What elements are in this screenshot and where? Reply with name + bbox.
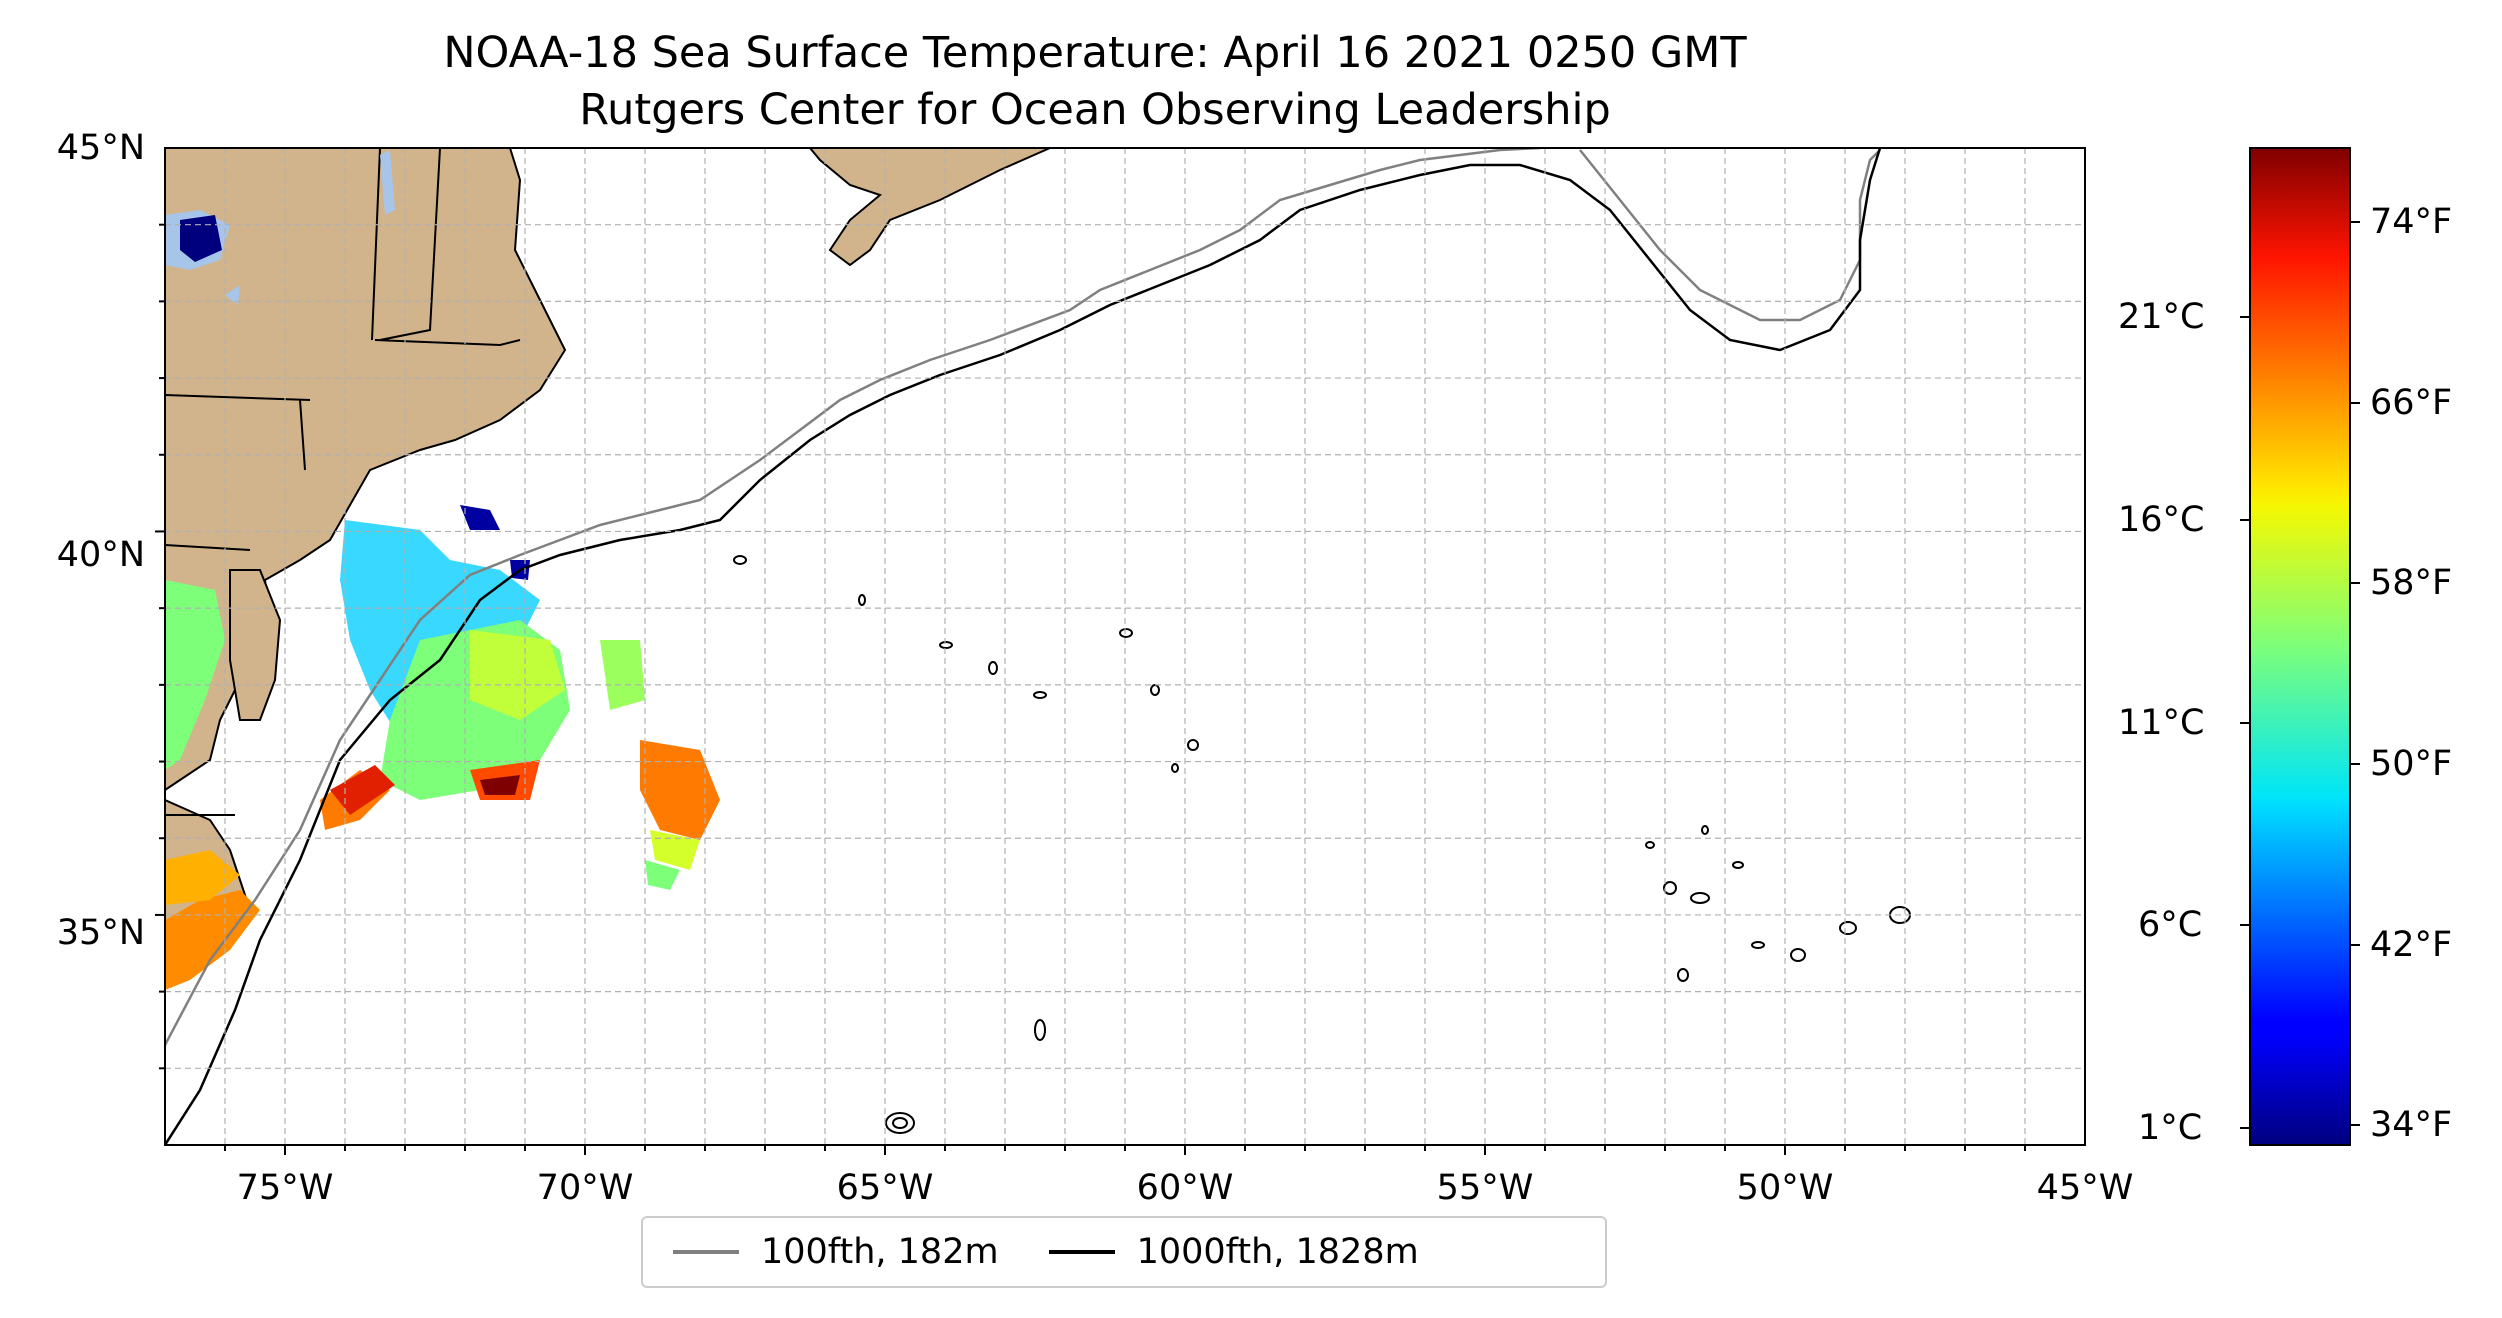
contour-100fth: [165, 148, 1881, 1046]
cb-fahrenheit-50: 50°F: [2370, 744, 2453, 784]
lon-label-70w: 70°W: [536, 1168, 634, 1208]
contour-1000fth: [165, 148, 1882, 1145]
legend-item-1000fth: 1000fth, 1828m: [1048, 1232, 1419, 1272]
colorbar-ticks: [2240, 221, 2360, 1129]
legend-swatch-100fth: [673, 1250, 739, 1254]
cb-fahrenheit-74: 74°F: [2370, 202, 2453, 242]
cb-fahrenheit-42: 42°F: [2370, 925, 2453, 965]
cb-fahrenheit-58: 58°F: [2370, 563, 2453, 603]
land-delmarva: [229, 569, 282, 721]
cb-celsius-21: 21°C: [2118, 297, 2205, 337]
cb-celsius-11: 11°C: [2118, 703, 2205, 743]
cb-fahrenheit-66: 66°F: [2370, 383, 2453, 423]
map-subtitle: Rutgers Center for Ocean Observing Leade…: [579, 85, 1611, 135]
map-plot-area: [165, 148, 1911, 1145]
legend-swatch-1000fth: [1048, 1250, 1115, 1254]
lon-label-65w: 65°W: [836, 1168, 934, 1208]
map-gridlines: [165, 148, 2085, 1145]
state-borders: [165, 148, 521, 816]
cb-celsius-1: 1°C: [2138, 1108, 2203, 1148]
lon-label-75w: 75°W: [236, 1168, 334, 1208]
cb-fahrenheit-34: 34°F: [2370, 1105, 2453, 1145]
lon-label-45w: 45°W: [2036, 1168, 2134, 1208]
lat-label-35: 35°N: [56, 913, 145, 953]
lat-label-45: 45°N: [56, 128, 145, 168]
cb-celsius-6: 6°C: [2138, 905, 2203, 945]
cold-lake-patch: [180, 215, 222, 262]
legend-item-100fth: 100fth, 182m: [673, 1232, 999, 1272]
lon-label-55w: 55°W: [1436, 1168, 1534, 1208]
contour-legend: 100fth, 182m 1000fth, 1828m: [641, 1216, 1607, 1288]
axis-ticks: [155, 223, 2026, 1155]
seamount-contours: [733, 555, 1911, 1134]
lat-label-40: 40°N: [56, 535, 145, 575]
cb-celsius-16: 16°C: [2118, 500, 2205, 540]
lon-label-50w: 50°W: [1736, 1168, 1834, 1208]
legend-label-1000fth: 1000fth, 1828m: [1136, 1232, 1419, 1272]
land-nova-scotia: [808, 148, 1051, 267]
colorbar: [2249, 147, 2351, 1146]
map-title: NOAA-18 Sea Surface Temperature: April 1…: [443, 28, 1747, 78]
lon-label-60w: 60°W: [1136, 1168, 1234, 1208]
legend-label-100fth: 100fth, 182m: [761, 1232, 999, 1272]
